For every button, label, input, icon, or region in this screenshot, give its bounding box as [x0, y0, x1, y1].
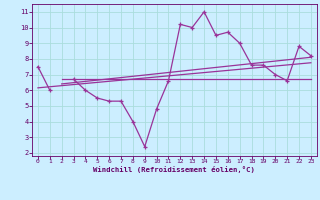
X-axis label: Windchill (Refroidissement éolien,°C): Windchill (Refroidissement éolien,°C) — [93, 166, 255, 173]
